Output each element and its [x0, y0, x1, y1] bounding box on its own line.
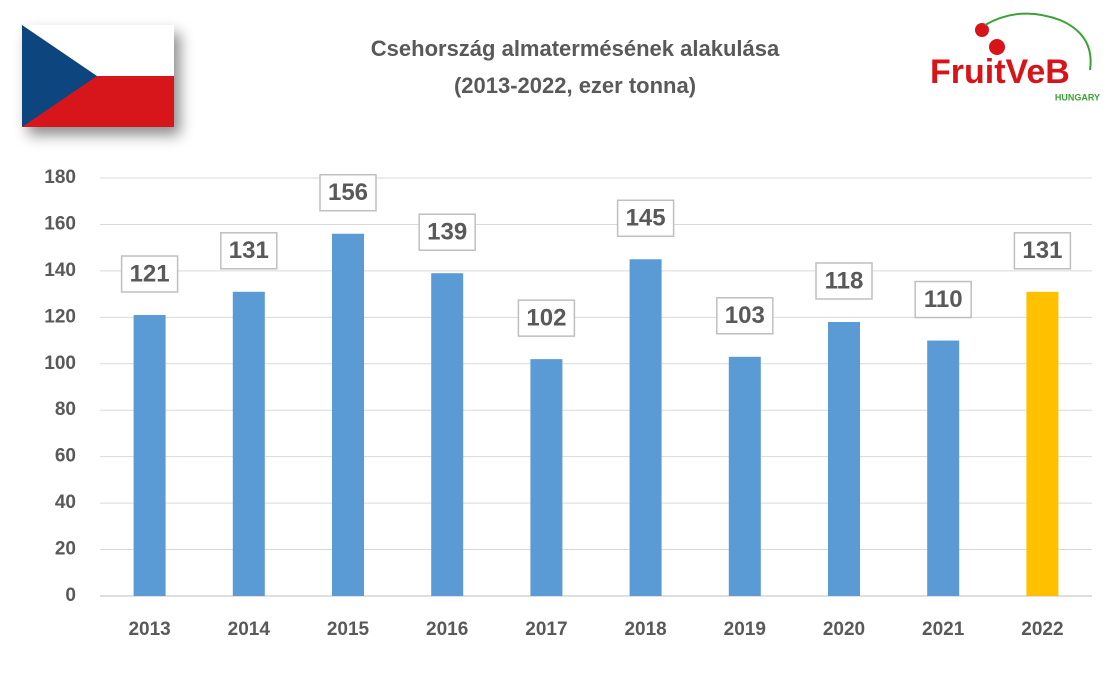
bar: [332, 233, 364, 596]
bar: [431, 273, 464, 596]
y-tick-label: 0: [65, 585, 76, 606]
y-tick-label: 160: [44, 213, 76, 234]
value-label: 118: [825, 267, 864, 294]
logo-text: FruitVeB: [930, 53, 1070, 91]
y-tick-label: 100: [44, 353, 76, 374]
bar: [133, 315, 166, 596]
bar: [728, 356, 761, 596]
value-label: 145: [626, 205, 666, 232]
x-tick-label: 2014: [228, 619, 271, 640]
value-label: 121: [130, 260, 170, 287]
value-label: 110: [924, 286, 963, 313]
chart-subtitle: (2013-2022, ezer tonna): [454, 73, 696, 98]
value-label: 102: [526, 304, 566, 331]
value-label-box: [716, 297, 774, 335]
x-tick-label: 2021: [922, 619, 965, 640]
value-label-box: [418, 213, 476, 251]
bar: [828, 321, 860, 596]
logo: FruitVeB HUNGARY: [930, 12, 1100, 102]
y-tick-label: 140: [44, 260, 76, 281]
bar: [927, 340, 960, 596]
value-label-box: [517, 299, 576, 337]
x-tick-label: 2020: [823, 619, 865, 640]
value-label: 156: [328, 179, 368, 206]
bar: [232, 291, 265, 596]
y-tick-label: 60: [55, 446, 76, 467]
y-tick-label: 120: [44, 306, 76, 327]
value-label: 139: [427, 219, 467, 246]
value-label: 131: [229, 237, 269, 264]
chart-title: Csehország almatermésének alakulása: [371, 36, 780, 61]
value-label-box: [120, 255, 179, 293]
value-label-box: [815, 262, 873, 300]
value-label-box: [1013, 232, 1072, 270]
value-label: 131: [1022, 237, 1062, 264]
value-label-box: [319, 173, 377, 212]
logo-subtext: HUNGARY: [1055, 92, 1100, 102]
value-label-box: [616, 199, 675, 238]
bar: [629, 259, 662, 596]
x-tick-label: 2015: [327, 619, 370, 640]
value-label-box: [220, 232, 278, 270]
value-label-box: [914, 280, 972, 319]
x-tick-label: 2022: [1021, 619, 1063, 640]
flag: [22, 25, 174, 127]
x-tick-label: 2016: [426, 619, 468, 640]
y-tick-label: 180: [44, 167, 76, 188]
x-tick-label: 2013: [128, 619, 170, 640]
y-tick-label: 80: [55, 399, 76, 420]
bar: [530, 359, 563, 596]
value-label: 103: [725, 302, 765, 329]
y-tick-label: 40: [55, 492, 76, 513]
bar: [1026, 291, 1059, 596]
y-tick-label: 20: [55, 539, 76, 560]
x-tick-label: 2019: [724, 619, 766, 640]
x-tick-label: 2018: [624, 619, 666, 640]
x-tick-label: 2017: [525, 619, 567, 640]
